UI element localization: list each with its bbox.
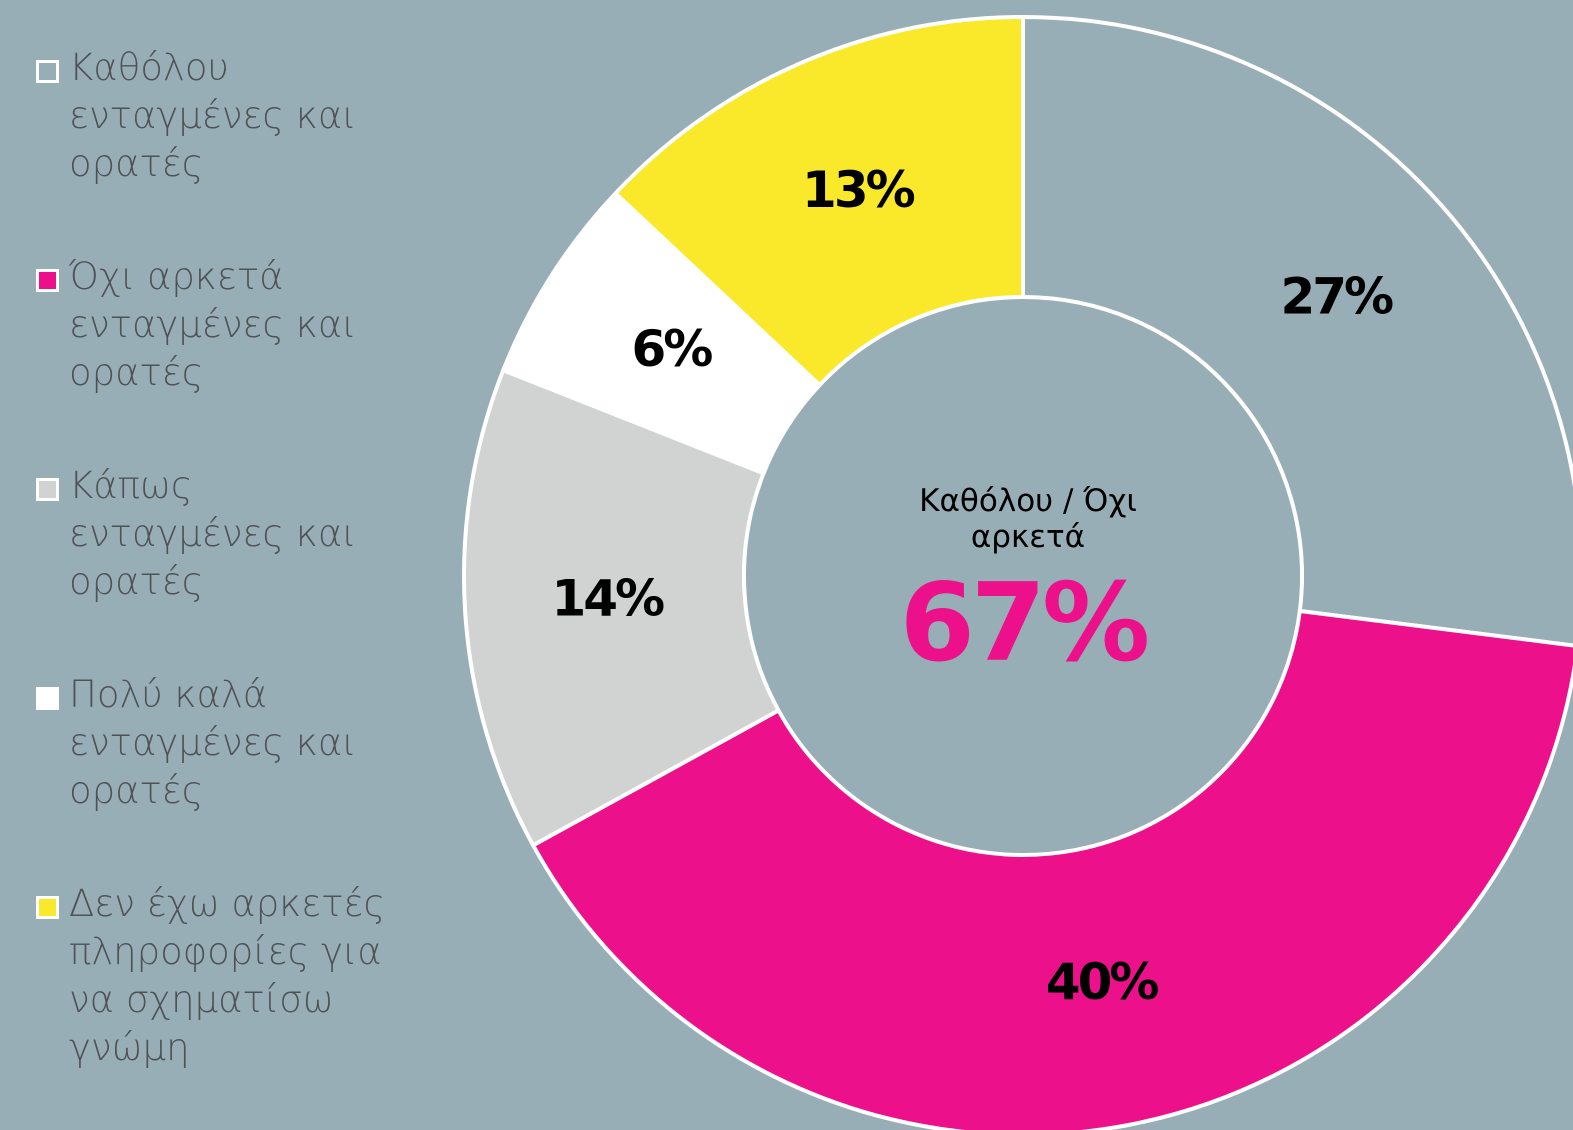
slice-label: 14%	[551, 570, 664, 628]
legend-swatch	[36, 687, 59, 710]
legend-item: Όχι αρκετά ενταγμένες και ορατές	[36, 253, 436, 462]
legend-label: Δεν έχω αρκετές πληροφορίες για να σχημα…	[69, 882, 386, 1069]
slice-label: 40%	[1046, 953, 1159, 1011]
donut-slice	[462, 368, 781, 848]
legend-label: Καθόλου ενταγμένες και ορατές	[69, 46, 357, 185]
donut-slice	[1021, 15, 1573, 648]
donut-slice	[531, 608, 1573, 1130]
slice-label: 6%	[631, 320, 712, 378]
legend-item: Κάπως ενταγμένες και ορατές	[36, 462, 436, 671]
legend: Καθόλου ενταγμένες και ορατές Όχι αρκετά …	[36, 44, 436, 1089]
legend-swatch	[36, 896, 59, 919]
legend-item: Καθόλου ενταγμένες και ορατές	[36, 44, 436, 253]
legend-swatch	[36, 269, 59, 292]
legend-swatch	[36, 60, 59, 83]
legend-label: Πολύ καλά ενταγμένες και ορατές	[69, 673, 357, 812]
donut-slice	[613, 15, 1025, 388]
center-value: 67%	[900, 561, 1147, 686]
center-label: Καθόλου / Όχι αρκετά	[919, 483, 1137, 555]
legend-label: Όχι αρκετά ενταγμένες και ορατές	[69, 255, 357, 394]
legend-label: Κάπως ενταγμένες και ορατές	[69, 464, 357, 603]
slice-label: 13%	[802, 161, 915, 219]
legend-swatch	[36, 478, 59, 501]
legend-item: Πολύ καλά ενταγμένες και ορατές	[36, 671, 436, 880]
legend-item: Δεν έχω αρκετές πληροφορίες για να σχημα…	[36, 880, 436, 1089]
slice-label: 27%	[1280, 268, 1393, 326]
